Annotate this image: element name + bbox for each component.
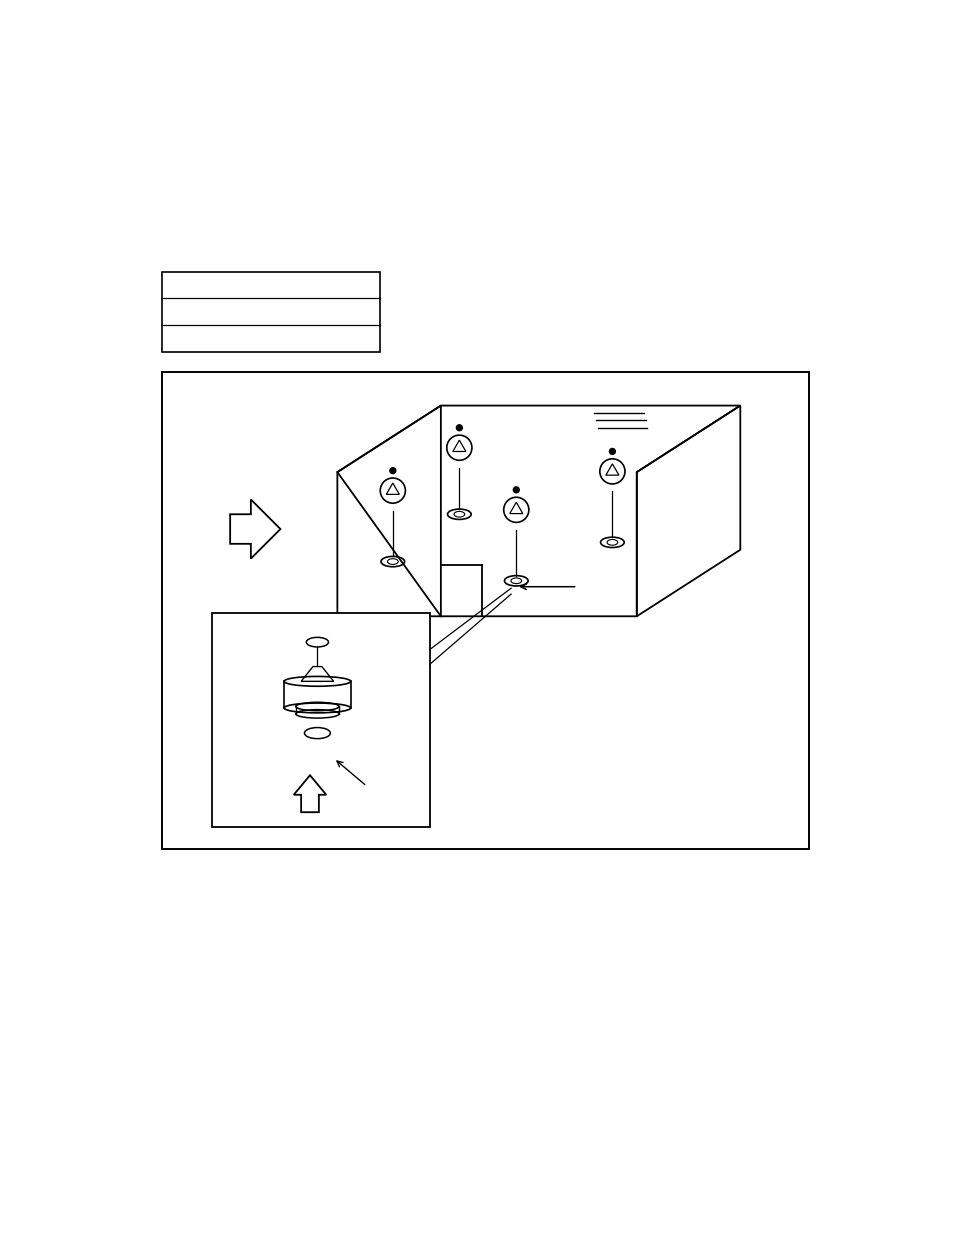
Circle shape xyxy=(609,448,615,454)
Circle shape xyxy=(390,468,395,473)
Circle shape xyxy=(456,425,462,431)
Bar xyxy=(212,613,429,827)
Bar xyxy=(162,372,808,850)
Circle shape xyxy=(513,487,518,493)
Bar xyxy=(162,272,380,352)
